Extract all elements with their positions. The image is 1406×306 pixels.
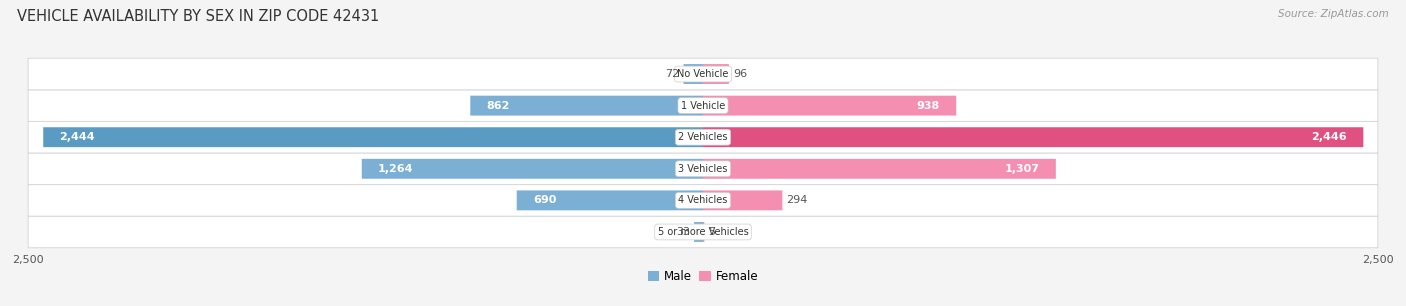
FancyBboxPatch shape xyxy=(703,127,1364,147)
FancyBboxPatch shape xyxy=(517,190,703,210)
FancyBboxPatch shape xyxy=(28,58,1378,90)
Text: 1 Vehicle: 1 Vehicle xyxy=(681,101,725,111)
FancyBboxPatch shape xyxy=(703,64,728,84)
Text: 690: 690 xyxy=(533,195,557,205)
Legend: Male, Female: Male, Female xyxy=(643,266,763,288)
Text: 96: 96 xyxy=(733,69,747,79)
Text: 1,264: 1,264 xyxy=(378,164,413,174)
Text: 938: 938 xyxy=(917,101,941,111)
FancyBboxPatch shape xyxy=(28,121,1378,153)
FancyBboxPatch shape xyxy=(703,190,782,210)
FancyBboxPatch shape xyxy=(470,96,703,116)
FancyBboxPatch shape xyxy=(28,216,1378,248)
FancyBboxPatch shape xyxy=(28,153,1378,185)
FancyBboxPatch shape xyxy=(28,90,1378,121)
Text: 5 or more Vehicles: 5 or more Vehicles xyxy=(658,227,748,237)
FancyBboxPatch shape xyxy=(703,159,1056,179)
Text: 862: 862 xyxy=(486,101,510,111)
FancyBboxPatch shape xyxy=(44,127,703,147)
Text: 2 Vehicles: 2 Vehicles xyxy=(678,132,728,142)
FancyBboxPatch shape xyxy=(683,64,703,84)
Text: 3 Vehicles: 3 Vehicles xyxy=(678,164,728,174)
FancyBboxPatch shape xyxy=(695,222,703,242)
FancyBboxPatch shape xyxy=(28,185,1378,216)
Text: 2,444: 2,444 xyxy=(59,132,96,142)
FancyBboxPatch shape xyxy=(361,159,703,179)
Text: No Vehicle: No Vehicle xyxy=(678,69,728,79)
FancyBboxPatch shape xyxy=(703,96,956,116)
Text: 5: 5 xyxy=(709,227,716,237)
Text: VEHICLE AVAILABILITY BY SEX IN ZIP CODE 42431: VEHICLE AVAILABILITY BY SEX IN ZIP CODE … xyxy=(17,9,380,24)
Text: 2,446: 2,446 xyxy=(1312,132,1347,142)
Text: 294: 294 xyxy=(786,195,808,205)
Text: 72: 72 xyxy=(665,69,679,79)
Text: Source: ZipAtlas.com: Source: ZipAtlas.com xyxy=(1278,9,1389,19)
Text: 33: 33 xyxy=(676,227,690,237)
Text: 4 Vehicles: 4 Vehicles xyxy=(678,195,728,205)
Text: 1,307: 1,307 xyxy=(1005,164,1039,174)
